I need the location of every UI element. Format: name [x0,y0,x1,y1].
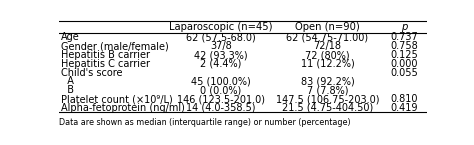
Text: Platelet count (×10⁹/L): Platelet count (×10⁹/L) [61,94,173,104]
Text: 0.810: 0.810 [391,94,419,104]
Text: p: p [401,22,408,32]
Text: 0.737: 0.737 [391,32,419,42]
Text: 0.055: 0.055 [391,68,419,78]
Text: Hepatitis B carrier: Hepatitis B carrier [61,50,150,60]
Text: Gender (male/female): Gender (male/female) [61,41,169,51]
Text: 147.5 (106.75-203.0): 147.5 (106.75-203.0) [276,94,379,104]
Text: 0 (0.0%): 0 (0.0%) [200,85,242,95]
Text: 0.419: 0.419 [391,103,419,113]
Text: Hepatitis C carrier: Hepatitis C carrier [61,59,150,69]
Text: 45 (100.0%): 45 (100.0%) [191,76,251,86]
Text: B: B [61,85,74,95]
Text: Open (n=90): Open (n=90) [295,22,360,32]
Text: 0.758: 0.758 [391,41,419,51]
Text: 14 (4.0-358.5): 14 (4.0-358.5) [186,103,255,113]
Text: 2 (4.4%): 2 (4.4%) [200,59,242,69]
Text: 72/18: 72/18 [313,41,341,51]
Text: 72 (80%): 72 (80%) [305,50,350,60]
Text: 0.125: 0.125 [391,50,419,60]
Text: A: A [61,76,74,86]
Text: 42 (93.3%): 42 (93.3%) [194,50,248,60]
Text: 62 (54.75-71.00): 62 (54.75-71.00) [286,32,368,42]
Text: 37/8: 37/8 [210,41,232,51]
Text: 21.5 (4.75-404.50): 21.5 (4.75-404.50) [282,103,373,113]
Text: Age: Age [61,32,80,42]
Text: 0.000: 0.000 [391,59,419,69]
Text: 62 (57.5-68.0): 62 (57.5-68.0) [186,32,256,42]
Text: 7 (7.8%): 7 (7.8%) [307,85,348,95]
Text: Alpha-fetoprotein (ng/ml): Alpha-fetoprotein (ng/ml) [61,103,185,113]
Text: 146 (123.5-201.0): 146 (123.5-201.0) [177,94,265,104]
Text: Laparoscopic (n=45): Laparoscopic (n=45) [169,22,273,32]
Text: Data are shown as median (interquartile range) or number (percentage): Data are shown as median (interquartile … [59,118,351,127]
Text: Child's score: Child's score [61,68,123,78]
Text: 83 (92.2%): 83 (92.2%) [301,76,354,86]
Text: 11 (12.2%): 11 (12.2%) [301,59,354,69]
